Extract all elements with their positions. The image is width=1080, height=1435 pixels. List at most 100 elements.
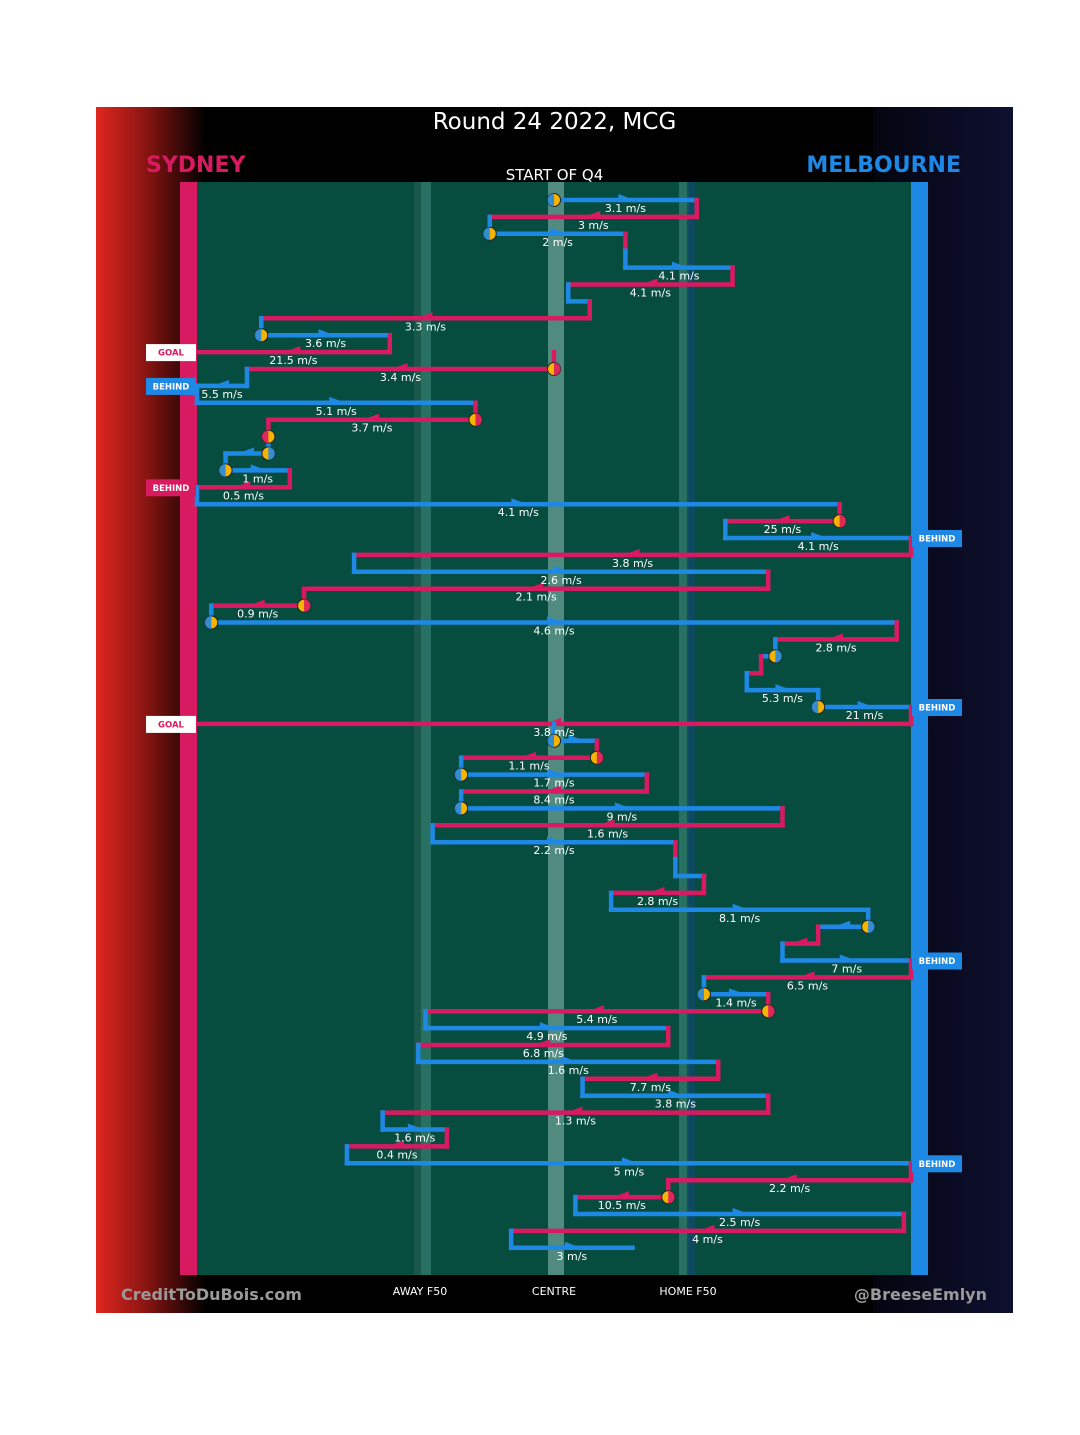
direction-arrow	[545, 785, 561, 792]
segment-5	[566, 265, 735, 287]
turnover-marker	[768, 649, 783, 664]
result-tag-behind: BEHIND	[146, 479, 196, 497]
direction-arrow	[539, 1022, 556, 1029]
direction-arrow	[798, 971, 815, 978]
direction-arrow	[564, 1241, 581, 1248]
segment-12	[194, 383, 478, 406]
direction-arrow	[614, 802, 631, 809]
direction-arrow	[811, 532, 828, 538]
segment-60	[573, 1194, 907, 1217]
direction-arrow	[732, 1208, 749, 1214]
speed-label: 21.5 m/s	[269, 354, 317, 367]
segment-22	[351, 552, 771, 575]
turnover-marker	[589, 750, 604, 765]
segment-51	[416, 1042, 721, 1065]
segment-17	[194, 468, 293, 490]
segment-28	[744, 654, 764, 676]
segment-7	[259, 299, 592, 321]
speed-label: 3.3 m/s	[405, 320, 446, 333]
direction-arrow	[212, 379, 229, 386]
segment-56	[344, 1127, 450, 1149]
direction-arrow	[584, 210, 601, 217]
result-tag-text: BEHIND	[919, 1160, 956, 1170]
chart-frame: 3.1 m/s 3 m/s 2 m/s 4.1 m/s 4.1 m/s 3.3 m/s 3.…	[96, 107, 1013, 1313]
segment-21	[351, 535, 914, 558]
result-tag-text: BEHIND	[919, 957, 956, 967]
speed-label: 10.5 m/s	[598, 1199, 646, 1212]
result-tag-behind: BEHIND	[912, 1155, 962, 1173]
result-tag-behind: BEHIND	[146, 377, 196, 395]
speed-label: 4.1 m/s	[630, 287, 671, 300]
segment-33	[458, 738, 600, 760]
direction-arrow	[250, 464, 267, 471]
turnover-marker	[297, 598, 312, 613]
speed-label: 1.3 m/s	[555, 1115, 596, 1128]
direction-arrow	[641, 1072, 658, 1079]
direction-arrow	[698, 1224, 715, 1231]
segment-49	[423, 1008, 671, 1031]
turnover-marker	[832, 514, 847, 529]
segment-9	[194, 332, 393, 355]
result-tag-bg	[912, 699, 962, 716]
speed-label: 1.1 m/s	[508, 760, 549, 773]
axis-label-away-f50: AWAY F50	[392, 1285, 448, 1298]
speed-label: 3.7 m/s	[351, 422, 392, 435]
result-tag-behind: BEHIND	[912, 530, 962, 547]
result-tag-bg	[146, 344, 196, 362]
segment-59	[573, 1177, 671, 1200]
segment-53	[580, 1076, 771, 1098]
speed-label: 4.9 m/s	[526, 1030, 567, 1043]
direction-arrow	[839, 954, 856, 961]
speed-label: 2.5 m/s	[719, 1216, 760, 1229]
possession-chain-plot: 3.1 m/s 3 m/s 2 m/s 4.1 m/s 4.1 m/s 3.3 m/s 3.…	[146, 182, 962, 1275]
direction-arrow	[511, 498, 528, 505]
direction-arrow	[547, 768, 563, 775]
segment-42	[608, 890, 871, 913]
speed-label: 2.8 m/s	[815, 641, 856, 654]
segment-46	[701, 958, 914, 980]
turnover-marker	[861, 919, 876, 934]
speed-label: 2.8 m/s	[637, 895, 678, 908]
segment-29	[744, 670, 821, 693]
speed-label: 6.5 m/s	[787, 979, 828, 992]
result-tag-behind: BEHIND	[912, 699, 962, 716]
result-tag-bg	[146, 715, 196, 733]
home-team-label: SYDNEY	[146, 153, 246, 178]
field-lane-3	[679, 182, 689, 1275]
direction-arrow	[732, 903, 749, 910]
direction-arrow	[775, 684, 792, 691]
direction-arrow	[554, 565, 571, 572]
direction-arrow	[623, 548, 640, 555]
segment-45	[780, 941, 914, 963]
direction-arrow	[566, 1106, 583, 1113]
quarter-subtitle: START OF Q4	[505, 166, 604, 184]
turnover-marker	[218, 463, 233, 478]
direction-arrow	[561, 1055, 578, 1062]
result-tag-text: GOAL	[158, 720, 185, 730]
speed-label: 0.9 m/s	[237, 608, 278, 621]
speed-label: 3.4 m/s	[380, 371, 421, 384]
result-tag-bg	[912, 530, 962, 547]
segment-36	[458, 789, 785, 811]
speed-label: 4.6 m/s	[533, 625, 574, 638]
direction-arrow	[527, 582, 544, 589]
direction-arrow	[857, 701, 874, 707]
result-tag-bg	[912, 952, 962, 970]
segment-26	[773, 620, 899, 642]
direction-arrow	[547, 836, 563, 843]
segment-37	[430, 806, 785, 828]
field-lane-4	[687, 182, 695, 1275]
turnover-marker	[261, 446, 276, 461]
axis-label-centre: CENTRE	[531, 1285, 577, 1298]
segment-1	[487, 197, 700, 220]
turnover-marker	[547, 193, 561, 207]
direction-arrow	[545, 717, 561, 724]
segment-43	[815, 907, 871, 929]
speed-label: 8.1 m/s	[719, 912, 760, 925]
direction-arrow	[547, 616, 563, 623]
direction-arrow	[407, 1123, 424, 1130]
speed-label: 2.2 m/s	[769, 1182, 810, 1195]
direction-arrow	[612, 1191, 629, 1198]
segment-55	[380, 1110, 450, 1132]
speed-label: 7.7 m/s	[630, 1081, 671, 1094]
